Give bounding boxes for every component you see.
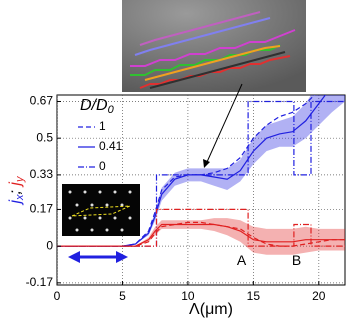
y-axis-label-part: j [7,182,24,188]
y-axis-label-part: j [7,200,24,206]
photo-inset [122,0,306,92]
y-tick-label: 0.33 [30,167,54,181]
jx-line [57,95,316,247]
legend-label: 0 [99,159,106,173]
pointer-arrowhead [203,159,210,168]
legend-label: 0.41 [99,139,123,153]
y-axis-label-part: x [14,194,26,201]
annotation: B [292,252,301,268]
y-tick-label: 0.67 [30,94,54,108]
y-tick-label: -0.17 [26,275,54,289]
lattice-inset [62,184,140,236]
x-tick-label: 0 [54,289,61,303]
jy-line [57,208,345,247]
x-axis-label: Λ(μm) [189,301,233,318]
jx-band [57,95,345,247]
y-axis-label: jx; jy [7,175,26,206]
y-axis-label-part: ; [7,186,24,195]
x-tick-label: 15 [247,289,261,303]
plot-area [57,95,345,285]
y-tick-label: 0 [46,238,53,252]
x-tick-label: 20 [312,289,326,303]
jy-line [57,223,345,247]
y-axis-label-part: y [14,175,26,183]
pointer-arrow [206,83,243,163]
legend-title-sub: 0 [108,104,115,116]
jx-line [57,95,327,247]
range-arrow [68,251,128,263]
y-tick-label: 0.17 [30,202,54,216]
plot-frame [56,94,346,286]
annotation: A [237,252,247,268]
legend-label: 1 [99,119,106,133]
x-tick-label: 10 [181,289,195,303]
y-tick-label: 0.5 [36,130,53,144]
legend-title-main: D/D [80,97,108,114]
legend-title: D/D0 [80,97,115,116]
x-tick-label: 5 [119,289,126,303]
